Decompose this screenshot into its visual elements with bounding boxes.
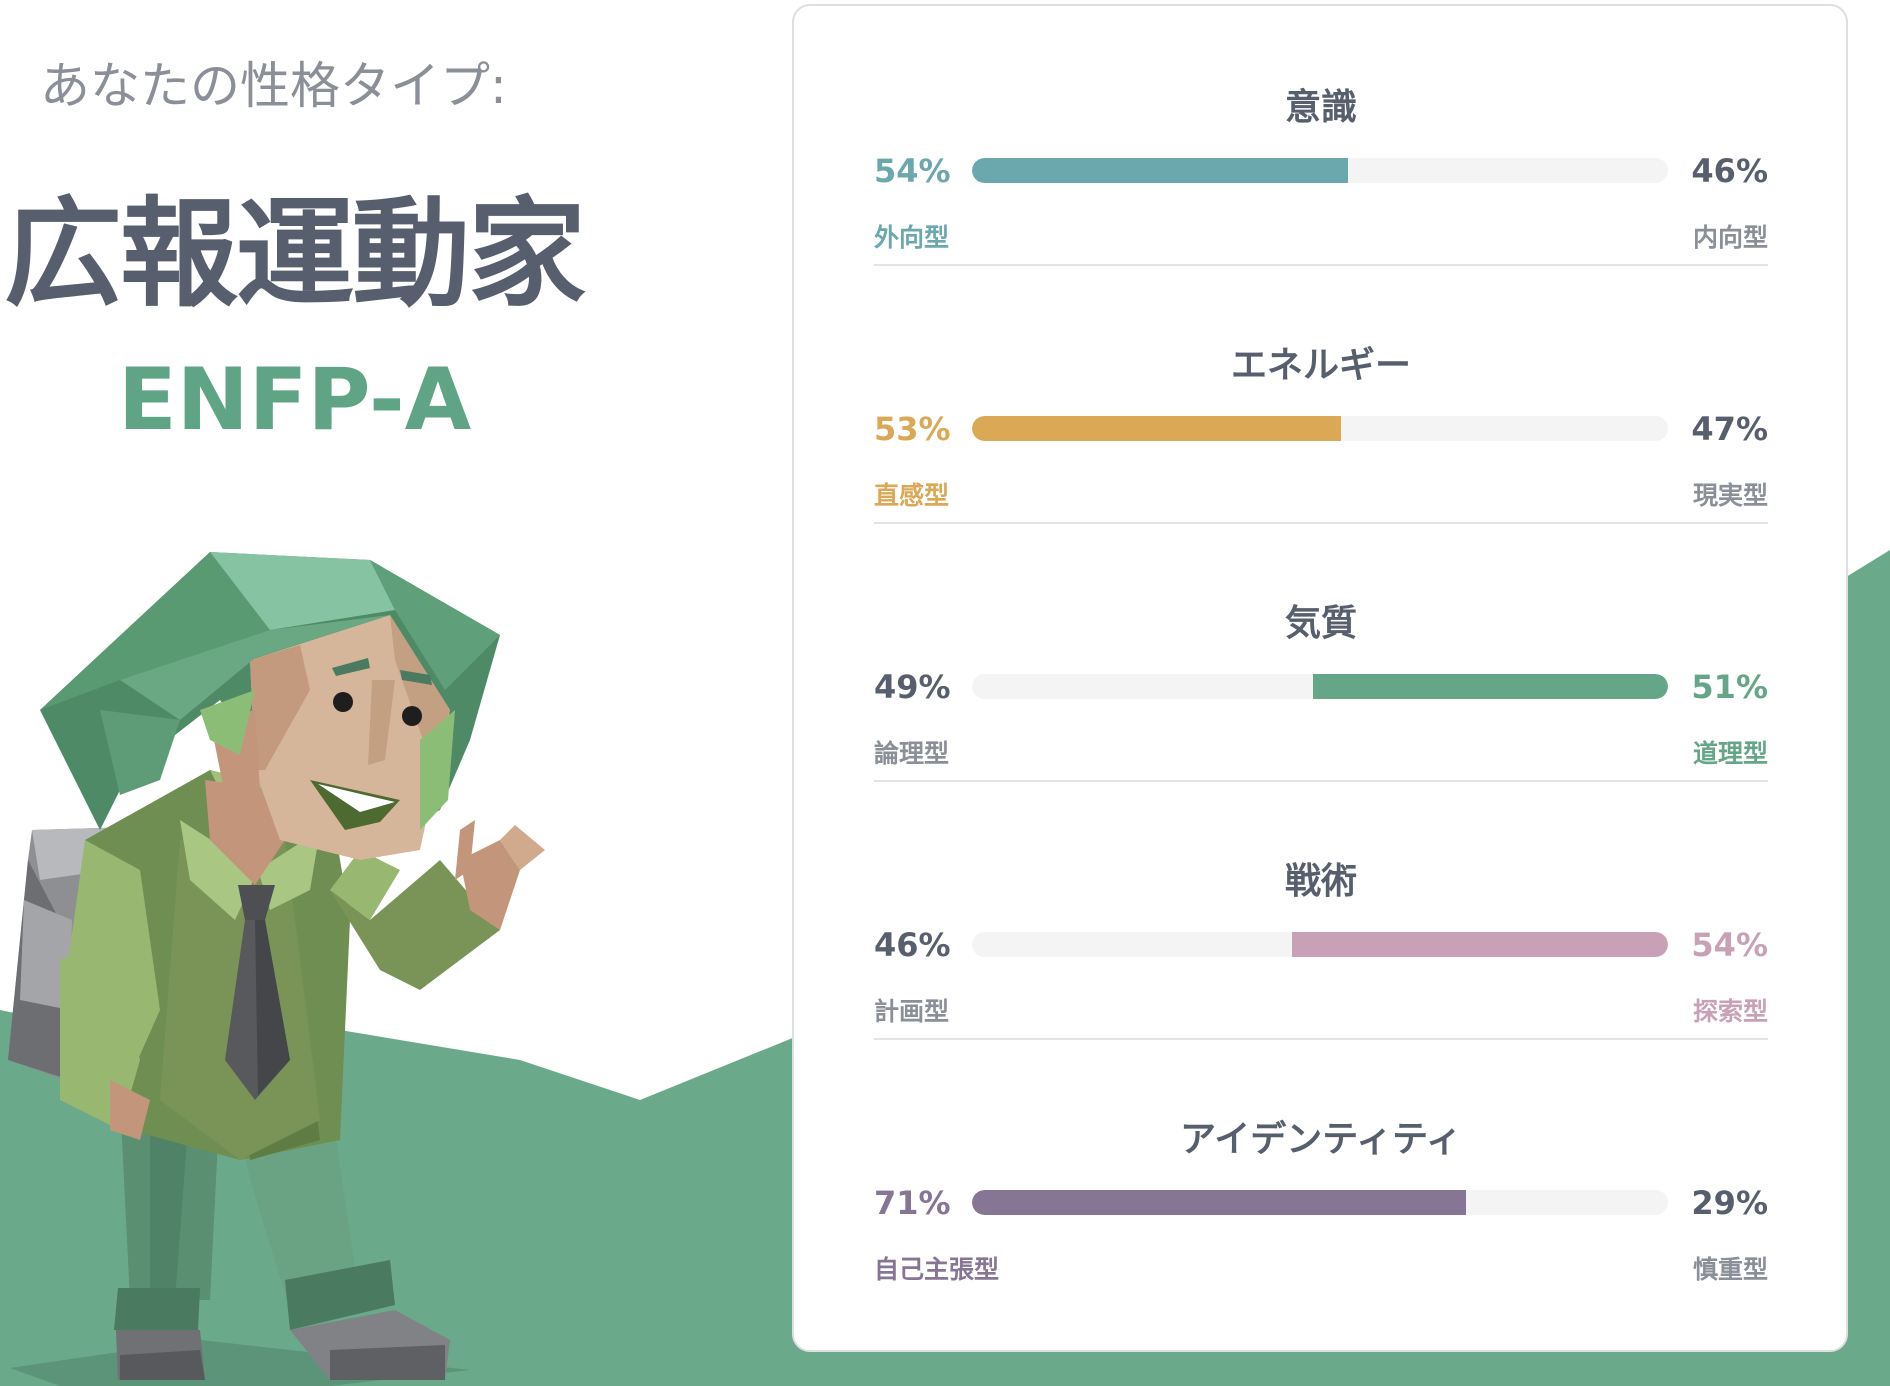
trait-right-label: 道理型 <box>1692 739 1768 768</box>
trait-left-percent: 54% <box>874 152 951 190</box>
trait-title: アイデンティティ <box>1180 1119 1462 1160</box>
trait-bar-fill <box>972 1190 1467 1215</box>
trait-row-tactics[interactable]: 戦術 46% 54% 計画型 探索型 <box>874 780 1768 1040</box>
trait-left-label: 論理型 <box>874 739 950 768</box>
trait-left-percent: 53% <box>874 410 951 448</box>
trait-title: 気質 <box>1284 603 1357 644</box>
trait-title: 戦術 <box>1284 861 1357 902</box>
trait-row-identity[interactable]: アイデンティティ 71% 29% 自己主張型 慎重型 <box>874 1038 1768 1296</box>
trait-left-label: 計画型 <box>874 997 950 1026</box>
trait-right-label: 探索型 <box>1692 997 1768 1026</box>
trait-right-percent: 54% <box>1691 926 1768 964</box>
trait-row-energy[interactable]: エネルギー 53% 47% 直感型 現実型 <box>874 264 1768 524</box>
trait-left-percent: 46% <box>874 926 951 964</box>
personality-type-intro: あなたの性格タイプ: <box>40 57 507 115</box>
trait-row-nature[interactable]: 気質 49% 51% 論理型 道理型 <box>874 522 1768 782</box>
trait-bar-track <box>972 416 1668 441</box>
trait-bar-fill <box>1292 932 1668 957</box>
trait-bar-track <box>972 674 1668 699</box>
trait-right-percent: 51% <box>1691 668 1768 706</box>
personality-type-name: 広報運動家 <box>4 185 586 323</box>
trait-right-percent: 29% <box>1691 1184 1768 1222</box>
trait-right-percent: 46% <box>1691 152 1768 190</box>
trait-right-label: 内向型 <box>1692 223 1768 252</box>
enfp-character-illustration <box>8 552 545 1386</box>
personality-type-code: ENFP-A <box>118 350 472 450</box>
trait-left-percent: 49% <box>874 668 951 706</box>
trait-title: エネルギー <box>1230 345 1411 386</box>
trait-bar-track <box>972 158 1668 183</box>
trait-title: 意識 <box>1284 87 1357 128</box>
trait-row-mind[interactable]: 意識 54% 46% 外向型 内向型 <box>874 6 1768 266</box>
trait-right-label: 現実型 <box>1692 481 1768 510</box>
trait-left-label: 直感型 <box>874 481 950 510</box>
trait-left-percent: 71% <box>874 1184 951 1222</box>
trait-bar-track <box>972 932 1668 957</box>
trait-bar-fill <box>972 416 1341 441</box>
trait-bar-fill <box>1313 674 1668 699</box>
trait-right-label: 慎重型 <box>1692 1255 1768 1284</box>
trait-bar-fill <box>972 158 1348 183</box>
trait-bar-track <box>972 1190 1668 1215</box>
trait-left-label: 外向型 <box>874 223 950 252</box>
trait-scores-card: 意識 54% 46% 外向型 内向型 エネルギー 53% 47% 直感型 現実型… <box>792 4 1848 1352</box>
trait-right-percent: 47% <box>1691 410 1768 448</box>
trait-left-label: 自己主張型 <box>874 1255 1000 1284</box>
